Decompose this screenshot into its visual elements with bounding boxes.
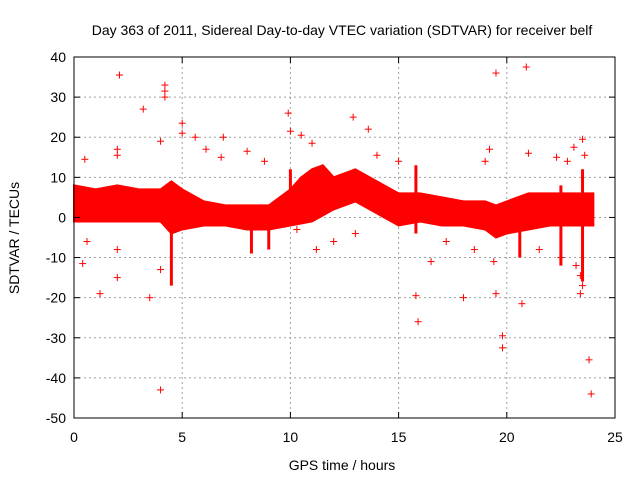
outlier-point <box>83 238 91 246</box>
outlier-point <box>373 151 381 159</box>
outlier-point <box>427 258 435 266</box>
outlier-point <box>330 238 338 246</box>
dense-band <box>73 164 595 286</box>
dense-band-area <box>73 164 595 239</box>
outlier-point <box>161 87 169 95</box>
outlier-point <box>202 145 210 153</box>
outlier-point <box>217 153 225 161</box>
outlier-point <box>115 71 123 79</box>
y-tick-label: 30 <box>50 89 66 105</box>
outlier-point <box>572 262 580 270</box>
outlier-point <box>96 290 104 298</box>
outlier-point <box>113 246 121 254</box>
outlier-point <box>178 119 186 127</box>
outlier-point <box>113 145 121 153</box>
outlier-point <box>219 133 227 141</box>
outlier-point <box>260 157 268 165</box>
outlier-point <box>485 145 493 153</box>
outlier-point <box>576 272 584 280</box>
outlier-point <box>113 151 121 159</box>
outlier-point <box>498 332 506 340</box>
outlier-point <box>395 157 403 165</box>
axis-ticks <box>73 56 616 419</box>
outlier-point <box>490 258 498 266</box>
outlier-point <box>414 318 422 326</box>
outlier-point <box>492 69 500 77</box>
x-tick-label: 15 <box>391 429 407 445</box>
y-tick-label: 20 <box>50 129 66 145</box>
outlier-point <box>576 290 584 298</box>
outlier-point <box>518 300 526 308</box>
outlier-point <box>161 93 169 101</box>
y-axis-label: SDTVAR / TECUs <box>6 182 22 294</box>
y-tick-label: 40 <box>50 49 66 65</box>
chart-title: Day 363 of 2011, Sidereal Day-to-day VTE… <box>92 22 593 38</box>
outlier-point <box>286 127 294 135</box>
outlier-point <box>139 105 147 113</box>
outlier-point <box>570 143 578 151</box>
x-tick-label: 25 <box>607 429 623 445</box>
y-tick-label: 10 <box>50 169 66 185</box>
plot-frame <box>73 56 616 419</box>
y-tick-label: -10 <box>46 250 66 266</box>
outlier-point <box>585 356 593 364</box>
y-tick-labels: -50 -40 -30 -20 -10 0 10 20 30 40 <box>46 49 66 426</box>
outlier-point <box>553 153 561 161</box>
outlier-point <box>293 225 301 233</box>
outlier-point <box>557 254 565 262</box>
outlier-point <box>412 292 420 300</box>
outlier-point <box>157 266 165 274</box>
outlier-point <box>579 135 587 143</box>
outlier-point <box>81 155 89 163</box>
outlier-point <box>351 229 359 237</box>
outlier-point <box>524 149 532 157</box>
x-tick-label: 0 <box>70 429 78 445</box>
grid-lines <box>74 57 615 418</box>
y-tick-label: -50 <box>46 410 66 426</box>
outlier-point <box>157 386 165 394</box>
x-tick-label: 20 <box>499 429 515 445</box>
outlier-point <box>498 344 506 352</box>
outlier-point <box>442 238 450 246</box>
outlier-point <box>191 133 199 141</box>
y-tick-label: 0 <box>58 209 66 225</box>
outlier-point <box>364 125 372 133</box>
outlier-point <box>178 129 186 137</box>
y-tick-label: -20 <box>46 290 66 306</box>
outlier-point <box>563 157 571 165</box>
outlier-point <box>587 390 595 398</box>
outlier-point <box>460 294 468 302</box>
outlier-point <box>308 139 316 147</box>
y-tick-label: -40 <box>46 370 66 386</box>
outlier-point <box>161 81 169 89</box>
outlier-point <box>579 282 587 290</box>
outlier-point <box>470 246 478 254</box>
x-tick-labels: 0 5 10 15 20 25 <box>70 429 623 445</box>
outlier-point <box>79 260 87 268</box>
x-axis-label: GPS time / hours <box>289 457 396 473</box>
outlier-point <box>535 246 543 254</box>
outlier-point <box>312 246 320 254</box>
outlier-point <box>492 290 500 298</box>
outlier-point <box>297 131 305 139</box>
outlier-point <box>522 63 530 71</box>
outlier-point <box>581 151 589 159</box>
y-tick-label: -30 <box>46 330 66 346</box>
outlier-point <box>349 113 357 121</box>
outlier-point <box>146 294 154 302</box>
outlier-point <box>113 274 121 282</box>
x-tick-label: 10 <box>283 429 299 445</box>
outlier-point <box>243 147 251 155</box>
outlier-point <box>157 137 165 145</box>
outlier-point <box>481 157 489 165</box>
data-points <box>79 63 595 398</box>
outlier-point <box>284 109 292 117</box>
x-tick-label: 5 <box>178 429 186 445</box>
